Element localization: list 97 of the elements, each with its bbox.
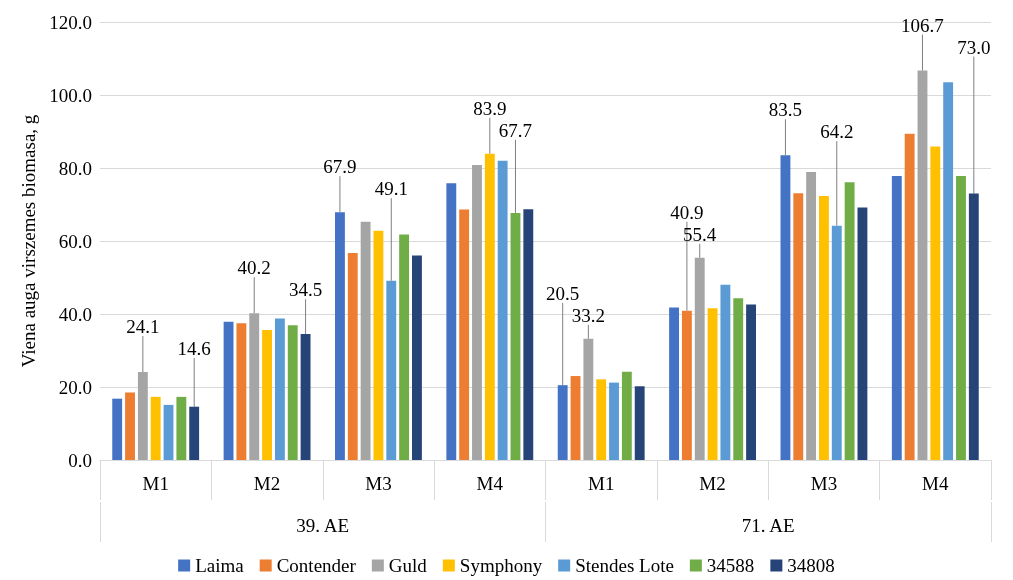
bar: [943, 82, 954, 460]
bar: [484, 153, 495, 460]
data-label: 64.2: [820, 121, 854, 143]
data-label: 40.2: [237, 257, 271, 279]
y-tick-label: 100.0: [49, 84, 92, 106]
bar: [720, 284, 731, 460]
bar: [497, 160, 508, 460]
bar: [125, 392, 135, 460]
bar: [968, 193, 979, 460]
bar: [844, 182, 855, 460]
text: 71. AE: [741, 515, 795, 536]
data-label: 34.5: [288, 279, 323, 301]
bar: [621, 371, 632, 460]
bar: [112, 398, 123, 460]
bar: [596, 379, 607, 460]
bar: [733, 298, 744, 460]
x-tick-label: M4: [922, 473, 949, 494]
bar: [236, 323, 247, 460]
data-label: 49.1: [374, 178, 408, 200]
y-tick-label: 60.0: [58, 230, 92, 252]
bar: [857, 207, 868, 460]
legend-label: 34808: [787, 555, 835, 576]
legend-label: Guld: [388, 555, 428, 576]
legend-label: Contender: [276, 555, 357, 576]
bar: [609, 382, 619, 460]
bar: [446, 183, 457, 460]
data-label: 73.0: [957, 36, 991, 58]
data-label: 67.7: [498, 119, 533, 141]
bar: [472, 165, 482, 460]
bar: [956, 176, 966, 460]
legend-label: Symphony: [459, 555, 543, 576]
text: 39. AE: [296, 515, 350, 536]
bar: [891, 176, 902, 460]
bar: [300, 334, 311, 460]
legend-label: Stendes Lote: [575, 555, 674, 576]
bar: [274, 318, 285, 460]
x-tick-label: M2: [699, 473, 726, 494]
legend-label: Laima: [195, 555, 245, 576]
data-label: 20.5: [546, 282, 580, 304]
bar: [557, 385, 568, 460]
bar: [386, 280, 397, 460]
x-tick-label: M3: [810, 473, 838, 494]
x-tick-label: M2: [253, 473, 281, 494]
bar: [523, 209, 534, 460]
y-tick-label: 0.0: [68, 449, 92, 471]
bar: [694, 257, 705, 460]
bar: [373, 230, 384, 460]
bar: [904, 133, 915, 460]
bar: [335, 212, 345, 460]
y-tick-label: 120.0: [49, 11, 92, 33]
y-axis-title: Viena auga virszemes biomasa, g: [18, 114, 39, 368]
bar: [831, 225, 842, 460]
bar: [347, 253, 358, 460]
data-label: 67.9: [323, 156, 357, 178]
bar: [163, 404, 174, 460]
legend-label: 34588: [706, 555, 755, 576]
bar: [583, 338, 594, 460]
bar: [262, 330, 272, 460]
bar: [189, 406, 200, 460]
bar: [176, 396, 187, 460]
data-label: 83.5: [768, 99, 803, 121]
bar: [223, 321, 234, 460]
bar: [150, 396, 161, 460]
bar: [793, 193, 804, 460]
bar: [669, 307, 679, 460]
bar: [137, 372, 148, 460]
bar: [917, 70, 928, 460]
bar: [780, 155, 791, 460]
data-label: 14.6: [177, 338, 211, 360]
bar: [510, 212, 521, 460]
bar: [287, 325, 298, 460]
bar: [634, 386, 645, 460]
bar: [412, 255, 422, 460]
y-tick-label: 40.0: [58, 303, 92, 325]
data-label: 55.4: [683, 223, 717, 245]
data-label: 33.2: [571, 304, 605, 326]
data-label: 24.1: [126, 316, 160, 338]
bar: [249, 313, 260, 460]
bar: [360, 221, 371, 460]
bar: [707, 308, 718, 460]
bar: [681, 310, 692, 460]
bar: [806, 172, 817, 460]
y-tick-label: 80.0: [58, 157, 92, 179]
data-label: 106.7: [901, 14, 944, 36]
y-tick-label: 20.0: [58, 376, 92, 398]
bar: [399, 234, 410, 460]
data-label: 83.9: [473, 97, 507, 119]
data-label: 40.9: [670, 201, 704, 223]
bar: [570, 376, 581, 460]
bar: [930, 146, 941, 460]
x-tick-label: M3: [365, 473, 392, 494]
x-tick-label: M1: [587, 473, 615, 494]
bar: [459, 209, 470, 460]
x-tick-label: M4: [476, 473, 504, 494]
bar: [819, 196, 829, 460]
x-tick-label: M1: [142, 473, 169, 494]
bar: [746, 304, 756, 460]
